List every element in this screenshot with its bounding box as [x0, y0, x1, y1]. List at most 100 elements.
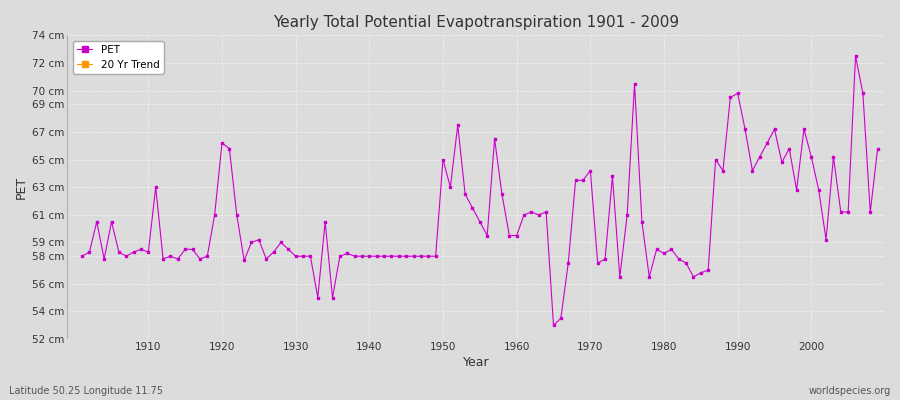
- Point: [377, 253, 392, 260]
- Point: [244, 239, 258, 246]
- Point: [671, 256, 686, 262]
- Point: [819, 236, 833, 243]
- Point: [723, 94, 737, 101]
- Point: [451, 122, 465, 128]
- Point: [524, 209, 538, 215]
- Point: [650, 246, 664, 252]
- Point: [310, 294, 325, 301]
- Point: [325, 294, 339, 301]
- Point: [355, 253, 369, 260]
- Y-axis label: PET: PET: [15, 176, 28, 199]
- Point: [488, 136, 502, 142]
- Point: [546, 322, 561, 328]
- Point: [634, 218, 649, 225]
- Legend: PET, 20 Yr Trend: PET, 20 Yr Trend: [73, 40, 164, 74]
- Point: [620, 212, 634, 218]
- Point: [171, 256, 185, 262]
- Point: [237, 257, 251, 264]
- Point: [569, 177, 583, 184]
- Point: [333, 253, 347, 260]
- Point: [833, 209, 848, 215]
- Point: [731, 90, 745, 96]
- Point: [664, 246, 679, 252]
- Point: [193, 256, 207, 262]
- Point: [97, 256, 112, 262]
- Point: [613, 274, 627, 280]
- Point: [605, 173, 619, 179]
- Point: [436, 156, 450, 163]
- Point: [561, 260, 575, 266]
- Title: Yearly Total Potential Evapotranspiration 1901 - 2009: Yearly Total Potential Evapotranspiratio…: [273, 15, 680, 30]
- Point: [745, 168, 760, 174]
- Point: [126, 249, 140, 255]
- Text: Latitude 50.25 Longitude 11.75: Latitude 50.25 Longitude 11.75: [9, 386, 163, 396]
- Point: [598, 256, 612, 262]
- Point: [480, 232, 494, 239]
- Point: [583, 168, 598, 174]
- Point: [185, 246, 200, 252]
- Point: [148, 184, 163, 190]
- Point: [465, 205, 480, 211]
- Point: [716, 168, 730, 174]
- Text: worldspecies.org: worldspecies.org: [809, 386, 891, 396]
- Point: [428, 253, 443, 260]
- Point: [863, 209, 878, 215]
- Point: [274, 239, 288, 246]
- Point: [370, 253, 384, 260]
- Point: [576, 177, 590, 184]
- Point: [775, 159, 789, 166]
- Point: [421, 253, 436, 260]
- Point: [90, 218, 104, 225]
- Point: [296, 253, 310, 260]
- Point: [590, 260, 605, 266]
- Point: [200, 253, 214, 260]
- Point: [414, 253, 428, 260]
- Point: [399, 253, 413, 260]
- Point: [804, 154, 818, 160]
- Point: [259, 256, 274, 262]
- Point: [708, 156, 723, 163]
- Point: [289, 253, 303, 260]
- Point: [679, 260, 693, 266]
- Point: [472, 218, 487, 225]
- Point: [517, 212, 531, 218]
- Point: [443, 184, 457, 190]
- Point: [539, 209, 554, 215]
- Point: [266, 249, 281, 255]
- Point: [694, 270, 708, 276]
- Point: [657, 250, 671, 257]
- Point: [826, 154, 841, 160]
- Point: [642, 274, 656, 280]
- Point: [760, 140, 774, 146]
- Point: [362, 253, 376, 260]
- Point: [796, 126, 811, 132]
- Point: [281, 246, 295, 252]
- Point: [789, 187, 804, 193]
- Point: [207, 212, 221, 218]
- Point: [82, 249, 96, 255]
- Point: [112, 249, 126, 255]
- Point: [104, 218, 119, 225]
- Point: [134, 246, 148, 252]
- Point: [75, 253, 89, 260]
- Point: [554, 315, 568, 322]
- Point: [849, 53, 863, 59]
- Point: [178, 246, 193, 252]
- Point: [752, 154, 767, 160]
- Point: [347, 253, 362, 260]
- Point: [318, 218, 332, 225]
- Point: [458, 191, 473, 197]
- Point: [841, 209, 855, 215]
- Point: [406, 253, 420, 260]
- Point: [782, 145, 796, 152]
- Point: [215, 140, 230, 146]
- Point: [870, 145, 885, 152]
- Point: [163, 253, 177, 260]
- Point: [252, 236, 266, 243]
- Point: [701, 267, 716, 273]
- Point: [856, 90, 870, 96]
- Point: [230, 212, 244, 218]
- Point: [812, 187, 826, 193]
- Point: [687, 274, 701, 280]
- Point: [738, 126, 752, 132]
